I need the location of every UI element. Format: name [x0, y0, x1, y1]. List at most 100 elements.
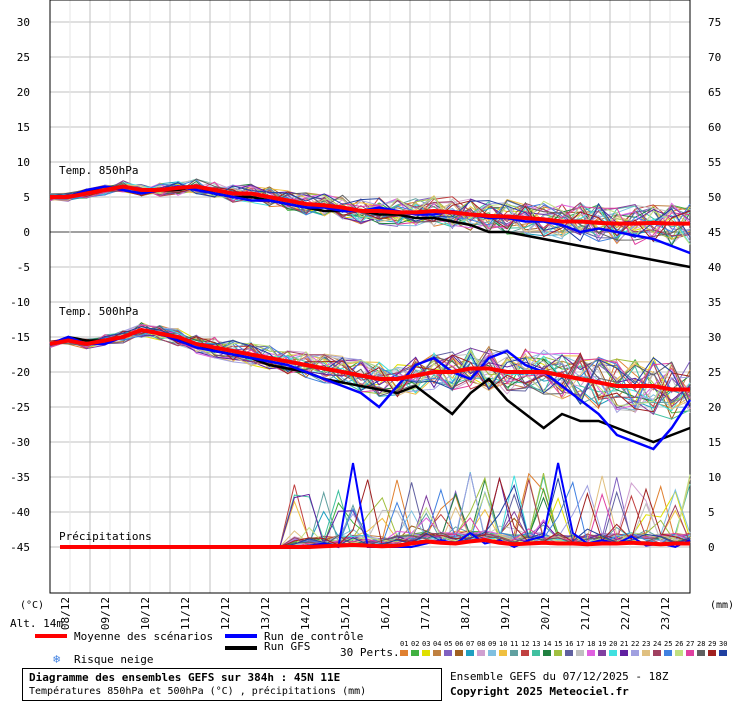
- right-tick: 75: [708, 16, 721, 29]
- pert-swatch: [587, 650, 595, 656]
- right-tick: 5: [708, 506, 715, 519]
- left-tick: -45: [10, 541, 30, 554]
- main-series: [49, 184, 692, 549]
- right-tick: 45: [708, 226, 721, 239]
- left-tick: -10: [10, 296, 30, 309]
- legend-control-label: Run de contrôle: [264, 630, 364, 643]
- t850-mean-line: [50, 184, 690, 226]
- pert-swatch: [565, 650, 573, 656]
- x-tick: 10/12: [139, 597, 152, 630]
- pert-number: 27: [686, 640, 695, 648]
- right-tick: 0: [708, 541, 715, 554]
- x-tick: 16/12: [379, 597, 392, 630]
- pert-number: 05: [444, 640, 453, 648]
- t500-mean-line: [49, 327, 690, 392]
- pert-swatch: [653, 650, 661, 656]
- pert-swatch: [620, 650, 628, 656]
- pert-swatch: [400, 650, 408, 656]
- footer-title-box: Diagramme des ensembles GEFS sur 384h : …: [22, 668, 442, 701]
- pert-swatch: [510, 650, 518, 656]
- footer-title: Diagramme des ensembles GEFS sur 384h : …: [29, 671, 341, 684]
- right-tick: 50: [708, 191, 721, 204]
- pert-swatch: [598, 650, 606, 656]
- pert-number: 08: [477, 640, 486, 648]
- pert-number: 25: [664, 640, 673, 648]
- right-tick: 60: [708, 121, 721, 134]
- pert-swatch: [686, 650, 694, 656]
- pert-swatch: [433, 650, 441, 656]
- pert-swatch: [477, 650, 485, 656]
- pert-swatch: [576, 650, 584, 656]
- left-tick: -20: [10, 366, 30, 379]
- pert-number: 29: [708, 640, 717, 648]
- pert-number: 14: [543, 640, 552, 648]
- pert-number: 10: [499, 640, 508, 648]
- left-tick: -5: [17, 261, 30, 274]
- pert-swatch: [543, 650, 551, 656]
- pert-swatch: [422, 650, 430, 656]
- left-tick: 5: [23, 191, 30, 204]
- pert-number: 13: [532, 640, 541, 648]
- pert-number: 19: [598, 640, 607, 648]
- right-unit: (mm): [710, 600, 735, 611]
- x-tick: 14/12: [299, 597, 312, 630]
- x-tick: 21/12: [579, 597, 592, 630]
- pert-number: 30: [719, 640, 728, 648]
- x-tick: 09/12: [99, 597, 112, 630]
- legend-gfs-label: Run GFS: [264, 640, 311, 653]
- pert-number: 23: [642, 640, 651, 648]
- right-tick: 30: [708, 331, 721, 344]
- pert-number: 16: [565, 640, 574, 648]
- left-unit: (°C): [20, 600, 45, 611]
- left-tick: 30: [17, 16, 30, 29]
- label-t500: Temp. 500hPa: [59, 305, 138, 318]
- legend-mean-line: [35, 634, 67, 638]
- x-tick: 12/12: [219, 597, 232, 630]
- right-tick: 40: [708, 261, 721, 274]
- right-tick: 15: [708, 436, 721, 449]
- altitude-label: Alt. 14m: [10, 617, 63, 630]
- x-tick: 23/12: [659, 597, 672, 630]
- x-tick: 18/12: [459, 597, 472, 630]
- pert-number: 20: [609, 640, 618, 648]
- left-tick: 25: [17, 51, 30, 64]
- x-tick: 20/12: [539, 597, 552, 630]
- pert-number: 01: [400, 640, 409, 648]
- pert-number: 02: [411, 640, 420, 648]
- member-t850: [49, 181, 691, 246]
- pert-number: 24: [653, 640, 662, 648]
- footer-subtitle: Températures 850hPa et 500hPa (°C) , pré…: [29, 686, 367, 697]
- pert-number: 07: [466, 640, 475, 648]
- snowflake-icon: ❄: [53, 652, 61, 666]
- pert-swatch: [532, 650, 540, 656]
- left-tick: -30: [10, 436, 30, 449]
- footer-copyright: Copyright 2025 Meteociel.fr: [450, 685, 629, 698]
- legend-mean-label: Moyenne des scénarios: [74, 630, 214, 643]
- pert-number: 12: [521, 640, 530, 648]
- left-tick: -35: [10, 471, 30, 484]
- footer-ensemble: Ensemble GEFS du 07/12/2025 - 18Z: [450, 670, 669, 683]
- pert-number: 09: [488, 640, 497, 648]
- label-t850: Temp. 850hPa: [59, 164, 138, 177]
- pert-swatch: [697, 650, 705, 656]
- precip-mean-line: [60, 537, 690, 549]
- chart-frame: [49, 0, 691, 594]
- pert-swatch: [466, 650, 474, 656]
- legend-gfs-line: [225, 646, 257, 650]
- pert-number: 15: [554, 640, 563, 648]
- right-tick: 55: [708, 156, 721, 169]
- x-tick: 22/12: [619, 597, 632, 630]
- left-tick: -15: [10, 331, 30, 344]
- left-tick: 20: [17, 86, 30, 99]
- legend-snow-label: Risque neige: [74, 653, 154, 666]
- legend-perts-label: 30 Perts.: [340, 646, 400, 659]
- pert-swatch: [444, 650, 452, 656]
- pert-swatch: [455, 650, 463, 656]
- x-tick: 17/12: [419, 597, 432, 630]
- x-tick: 13/12: [259, 597, 272, 630]
- pert-swatch: [521, 650, 529, 656]
- pert-number: 26: [675, 640, 684, 648]
- pert-swatch: [675, 650, 683, 656]
- pert-swatch: [642, 650, 650, 656]
